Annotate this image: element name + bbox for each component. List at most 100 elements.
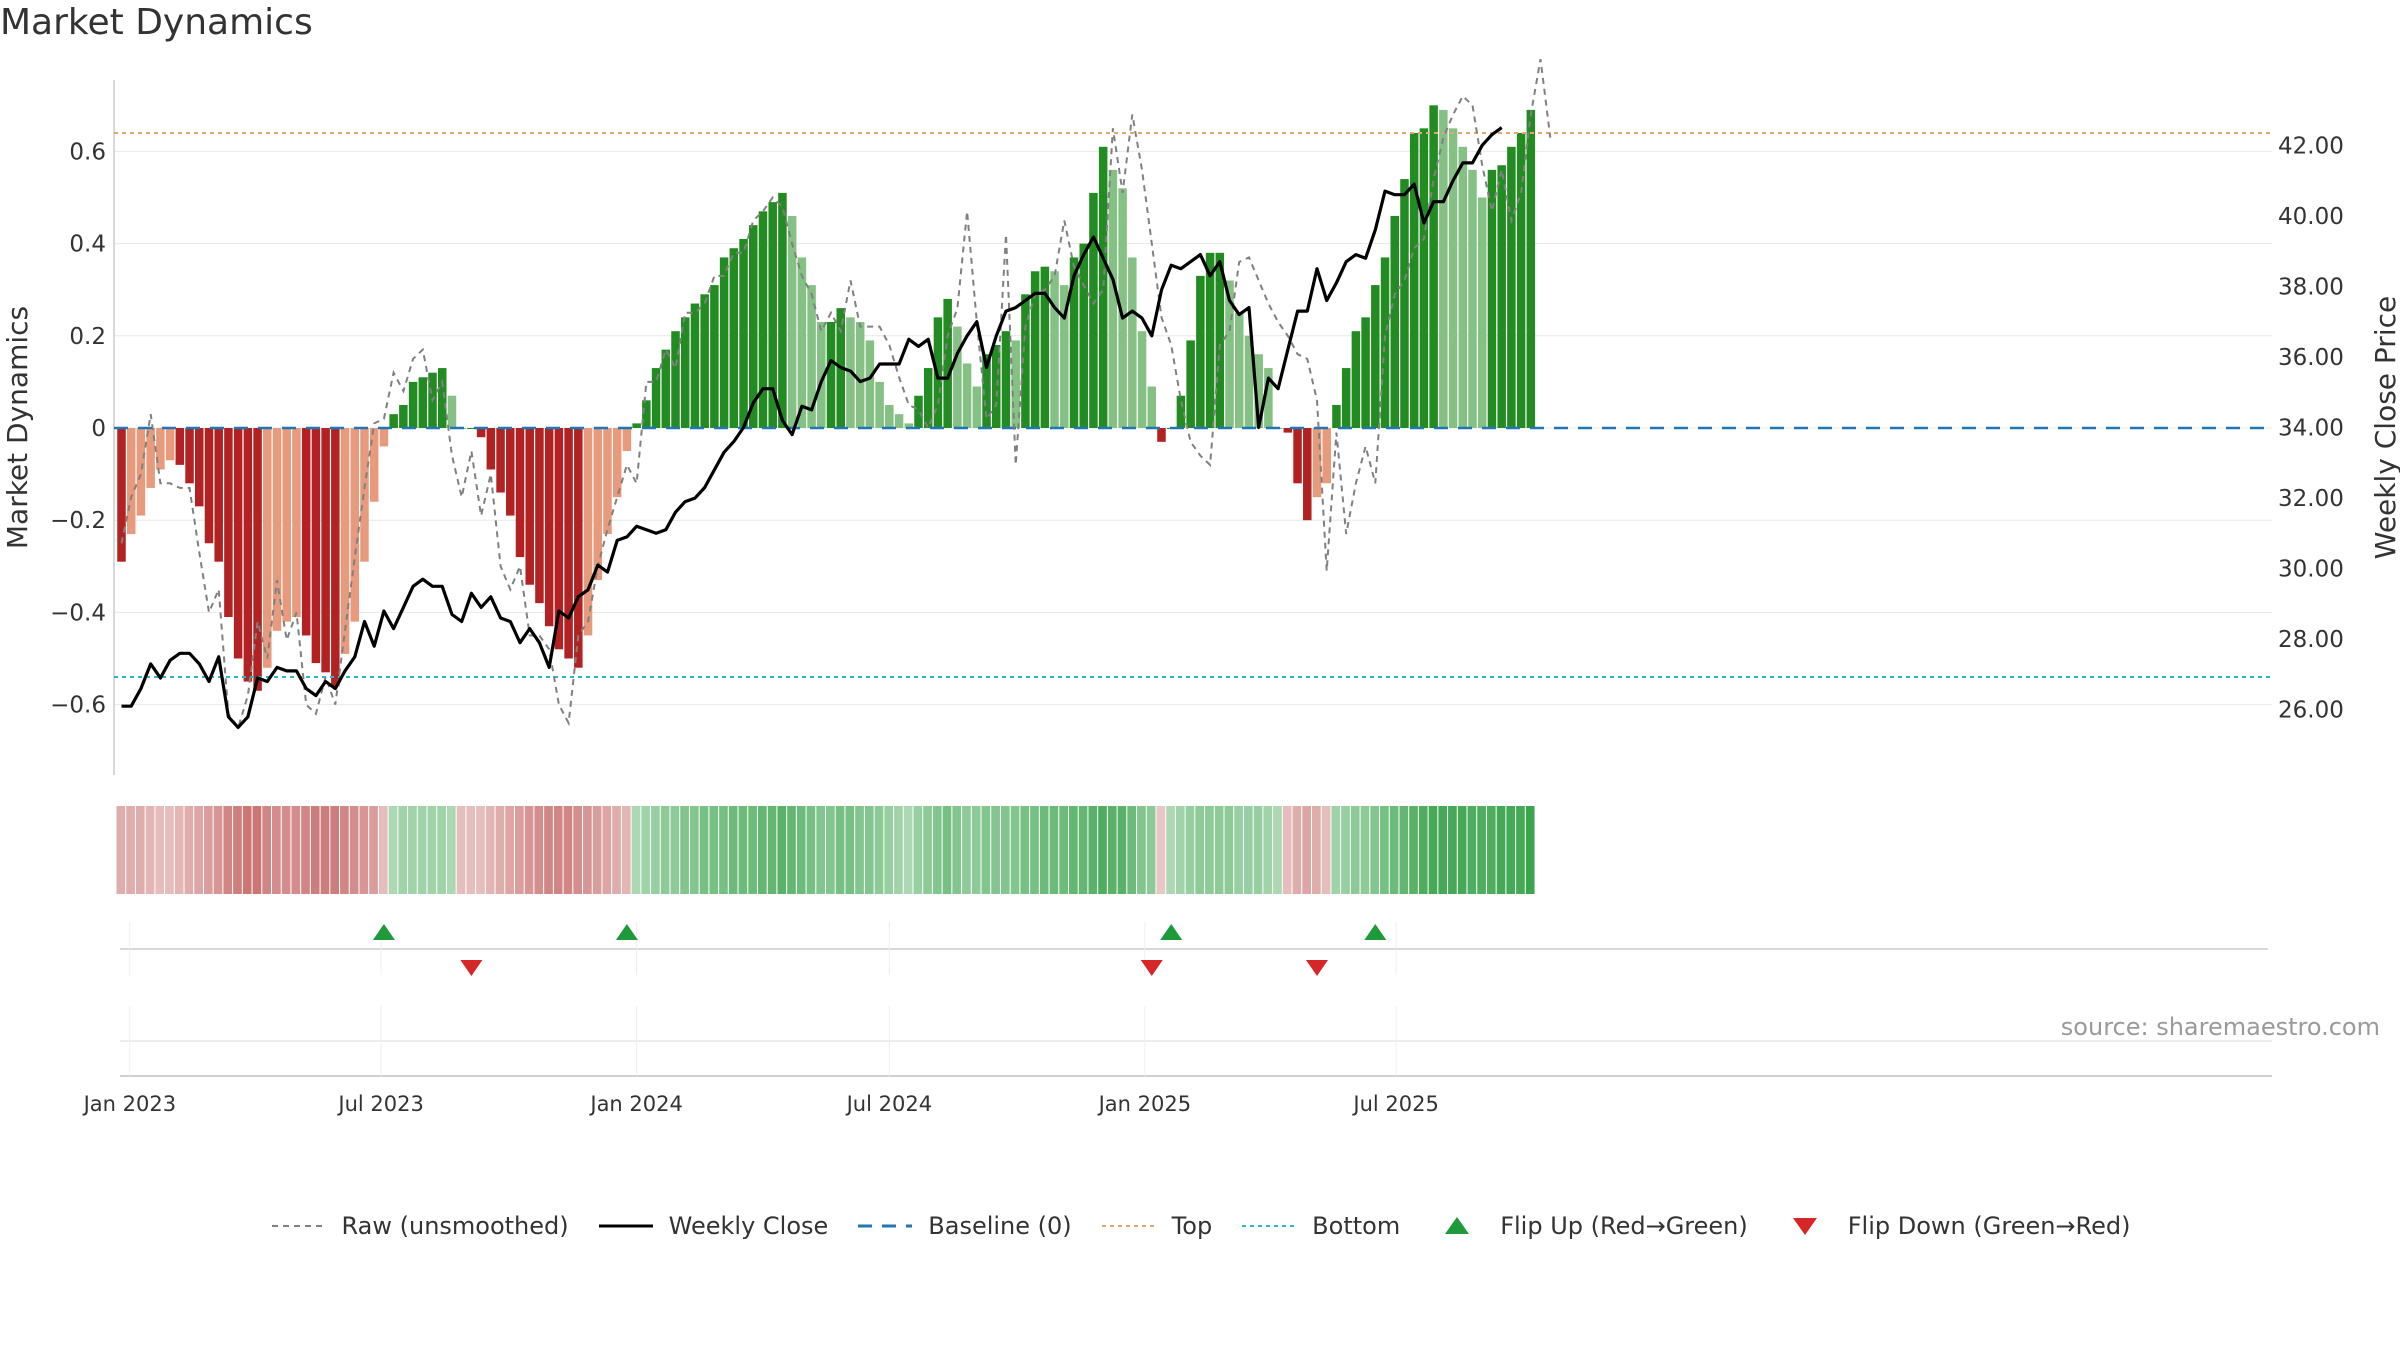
flip-down-marker	[1140, 960, 1163, 976]
heat-band-cell	[1039, 806, 1049, 894]
dynamics-bar	[1264, 368, 1273, 428]
dynamics-bar	[1283, 428, 1293, 433]
dynamics-bar	[408, 381, 418, 428]
heat-band-cell	[816, 806, 826, 894]
dynamics-bar	[515, 428, 525, 558]
heat-band-cell	[757, 806, 767, 894]
heat-band-cell	[466, 806, 476, 894]
heat-band-cell	[874, 806, 884, 894]
dynamics-bar	[690, 303, 700, 428]
dynamics-bar	[1234, 312, 1244, 428]
heat-band-cell	[1321, 806, 1331, 894]
dynamics-bar	[1060, 285, 1069, 428]
dynamics-bar	[1361, 317, 1370, 428]
dynamics-bar	[321, 428, 330, 673]
heat-band-cell	[602, 806, 612, 894]
heat-band-cell	[1088, 806, 1098, 894]
heat-band-cell	[1098, 806, 1107, 894]
legend-key-flip-down	[1792, 1218, 1817, 1235]
dynamics-bar	[778, 192, 787, 428]
dynamics-bar	[1439, 109, 1448, 428]
dynamics-bar	[418, 377, 428, 428]
legend-item-top: Top	[1100, 1212, 1213, 1240]
heat-band-cell	[1496, 806, 1506, 894]
dynamics-bar	[1293, 428, 1302, 484]
dynamics-bar	[1341, 368, 1351, 428]
right-tick-label: 34.00	[2278, 416, 2344, 442]
heat-band-cell	[476, 806, 485, 894]
dynamics-bar	[214, 428, 223, 562]
heat-band-cell	[806, 806, 816, 894]
dynamics-bar	[1507, 146, 1516, 429]
dynamics-bar	[943, 298, 952, 428]
right-tick-label: 38.00	[2278, 274, 2344, 300]
heat-band-cell	[709, 806, 719, 894]
heat-band-cell	[495, 806, 505, 894]
dynamics-bar	[1089, 192, 1098, 428]
left-tick-label: −0.2	[50, 508, 106, 534]
legend-label-bottom: Bottom	[1312, 1212, 1401, 1240]
heat-band-cell	[1000, 806, 1010, 894]
dynamics-bar	[185, 428, 194, 484]
flip-up-marker	[372, 924, 395, 940]
heat-band-cell	[369, 806, 378, 894]
heat-band-cell	[1273, 806, 1282, 894]
dynamics-bar	[1147, 386, 1157, 428]
heat-band-cell	[1107, 806, 1117, 894]
legend-label-top: Top	[1171, 1212, 1213, 1240]
dynamics-bar	[894, 414, 904, 428]
heat-band-cell	[194, 806, 203, 894]
heat-band-cell	[651, 806, 660, 894]
heat-band-cell	[291, 806, 301, 894]
dynamics-bar	[535, 428, 544, 604]
left-tick-label: 0.4	[69, 232, 106, 258]
legend-label-flip-up: Flip Up (Red→Green)	[1500, 1212, 1748, 1240]
dynamics-bar	[1516, 132, 1526, 428]
heat-band-cell	[116, 806, 126, 894]
dynamics-bar	[1312, 428, 1322, 498]
heat-band-cell	[923, 806, 932, 894]
heat-band-cell	[1137, 806, 1146, 894]
heat-band-cell	[952, 806, 962, 894]
dynamics-bar	[379, 428, 389, 447]
x-tick-label: Jul 2024	[845, 1092, 932, 1116]
heat-band-cell	[631, 806, 641, 894]
heat-band-cell	[1448, 806, 1457, 894]
dynamics-bar	[340, 428, 350, 654]
heat-band-cell	[1409, 806, 1418, 894]
dynamics-bar	[1380, 257, 1390, 428]
legend-item-baseline: Baseline (0)	[856, 1212, 1072, 1240]
heat-band-cell	[340, 806, 349, 894]
dynamics-bar	[992, 345, 1001, 428]
dynamics-bar	[467, 428, 476, 429]
dynamics-bar	[301, 428, 311, 636]
dynamics-bar	[593, 428, 603, 581]
heat-band-cell	[1030, 806, 1039, 894]
dynamics-bar	[1244, 335, 1254, 428]
dynamics-bar	[1526, 109, 1536, 428]
dynamics-bar	[1157, 428, 1166, 442]
dynamics-bar	[1050, 271, 1059, 428]
dynamics-bar	[1322, 428, 1331, 484]
dynamics-bar	[875, 381, 884, 428]
dynamics-bar	[253, 428, 262, 691]
heat-band-cell	[1467, 806, 1477, 894]
dynamics-bar	[923, 368, 933, 428]
dynamics-bar	[311, 428, 321, 664]
heat-band-cell	[524, 806, 534, 894]
legend-label-close: Weekly Close	[668, 1212, 829, 1240]
dynamics-bar	[263, 428, 272, 668]
heat-band-cell	[913, 806, 923, 894]
heat-band-cell	[1166, 806, 1175, 894]
flip-down-marker	[1305, 960, 1328, 976]
dynamics-bar	[1001, 331, 1011, 428]
flip-up-marker	[1160, 924, 1183, 940]
heat-band-cell	[1331, 806, 1341, 894]
dynamics-bar	[272, 428, 282, 631]
dynamics-bar	[243, 428, 253, 682]
heat-band-cell	[262, 806, 271, 894]
dynamics-bar	[710, 285, 719, 428]
weekly-close-line	[121, 126, 1503, 729]
heat-band-cell	[1477, 806, 1486, 894]
